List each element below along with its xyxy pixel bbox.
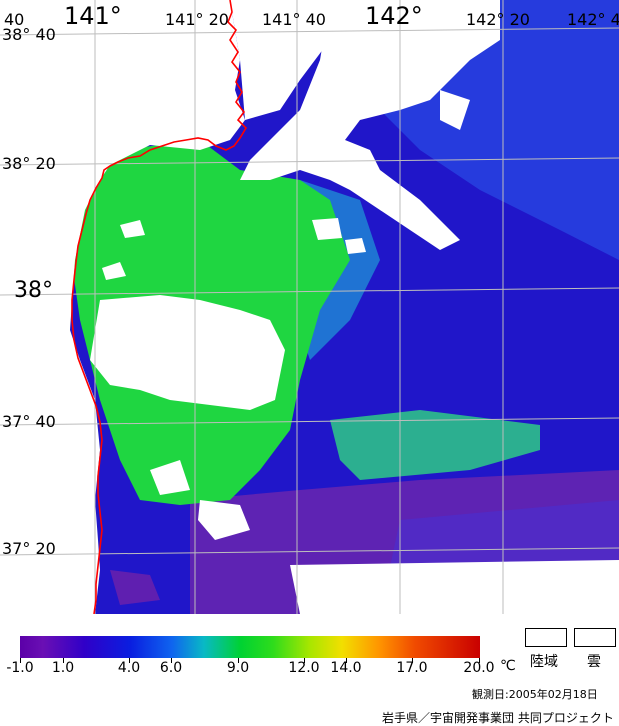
colorbar-tick xyxy=(346,658,347,663)
colorbar-tick xyxy=(479,658,480,663)
cloud-north xyxy=(240,0,500,250)
lon-label-141-20: 141° 20 xyxy=(165,10,229,29)
credit-line: 岩手県／宇宙開発事業団 共同プロジェクト xyxy=(382,711,614,725)
cloud-small-3 xyxy=(312,218,342,240)
colorbar-tick xyxy=(63,658,64,663)
lon-label-141: 141° xyxy=(64,2,122,30)
tick-label-9: 9.0 xyxy=(226,660,250,676)
tick-label-6: 6.0 xyxy=(159,660,183,676)
purple-patch-sw xyxy=(110,570,160,605)
lon-label-142-20: 142° 20 xyxy=(466,10,530,29)
lon-label-40: 40 xyxy=(4,10,25,29)
sst-map: 40 141° 141° 20 141° 40 142° 142° 20 142… xyxy=(0,0,619,614)
cloud-label: 雲 xyxy=(587,654,601,670)
tick-label-12: 12.0 xyxy=(288,660,320,676)
colorbar-tick xyxy=(129,658,130,663)
lat-label-37-40: 37° 40 xyxy=(2,412,56,431)
observation-date: 観測日:2005年02月18日 xyxy=(472,688,598,701)
graticule xyxy=(0,0,619,614)
cloud-small-2 xyxy=(102,262,126,280)
lat-label-38-20: 38° 20 xyxy=(2,154,56,173)
lon-label-141-40: 141° 40 xyxy=(262,10,326,29)
lon-label-142: 142° xyxy=(365,2,423,30)
tick-label-minus1: -1.0 xyxy=(6,660,34,676)
land-swatch xyxy=(525,628,567,647)
legend-panel: -1.0 1.0 4.0 6.0 9.0 12.0 14.0 17.0 20.0… xyxy=(0,614,619,725)
colorbar-tick xyxy=(412,658,413,663)
cloud-swatch xyxy=(574,628,616,647)
cloud-center-west xyxy=(90,295,285,410)
tick-label-14: 14.0 xyxy=(330,660,362,676)
colorbar-tick xyxy=(238,658,239,663)
tick-label-1: 1.0 xyxy=(51,660,75,676)
unit-label: ℃ xyxy=(500,658,516,674)
land-label: 陸域 xyxy=(530,654,558,670)
cloud-north-patch xyxy=(440,90,470,130)
coastline xyxy=(71,0,248,614)
tick-label-4: 4.0 xyxy=(117,660,141,676)
cloud-small-5 xyxy=(150,460,190,495)
cloud-south-edge xyxy=(290,560,619,614)
warm-eddy-band xyxy=(330,410,540,480)
tick-label-20: 20.0 xyxy=(463,660,495,676)
lon-label-142-40: 142° 4 xyxy=(567,10,619,29)
lat-label-37-20: 37° 20 xyxy=(2,539,56,558)
lat-label-38: 38° xyxy=(14,278,53,303)
colorbar-tick xyxy=(304,658,305,663)
cloud-coastal-south xyxy=(198,500,250,540)
colorbar-tick xyxy=(20,658,21,663)
land-area xyxy=(0,0,245,614)
cloud-small-4 xyxy=(345,238,366,254)
tick-label-17: 17.0 xyxy=(396,660,428,676)
temperature-colorbar xyxy=(20,636,480,658)
colorbar-tick xyxy=(171,658,172,663)
cloud-small-1 xyxy=(120,220,145,238)
map-canvas xyxy=(0,0,619,614)
lat-label-38-40: 38° 40 xyxy=(2,25,56,44)
